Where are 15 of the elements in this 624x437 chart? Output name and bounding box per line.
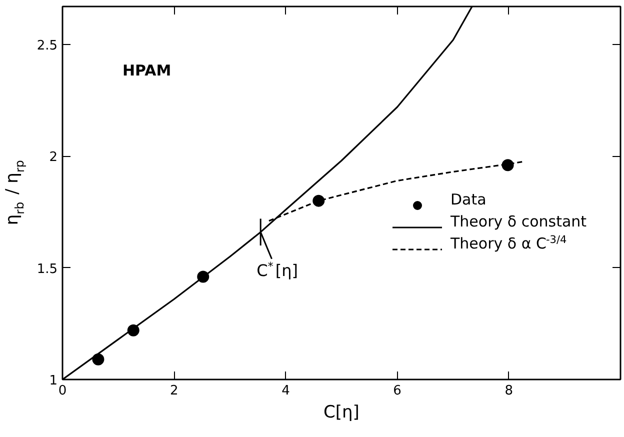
y-tick-label: 2	[49, 150, 58, 166]
x-axis-title: C[η]	[324, 402, 360, 422]
y-tick-label: 2.5	[36, 38, 58, 54]
x-tick-label: 4	[282, 384, 290, 398]
x-tick-label: 0	[58, 384, 67, 398]
legend-label: Theory δ constant	[450, 212, 587, 230]
x-tick-label: 6	[393, 384, 402, 398]
annotation: HPAM	[122, 62, 172, 80]
x-tick-label: 8	[504, 384, 514, 398]
y-tick-label: 1.5	[36, 262, 58, 277]
y-axis-title: ηrb / ηrp	[2, 160, 27, 226]
annotation: C*[η]	[256, 260, 298, 280]
x-tick-label: 2	[170, 384, 178, 398]
legend-label: Data	[450, 190, 486, 208]
y-tick-label: 1	[49, 374, 58, 388]
